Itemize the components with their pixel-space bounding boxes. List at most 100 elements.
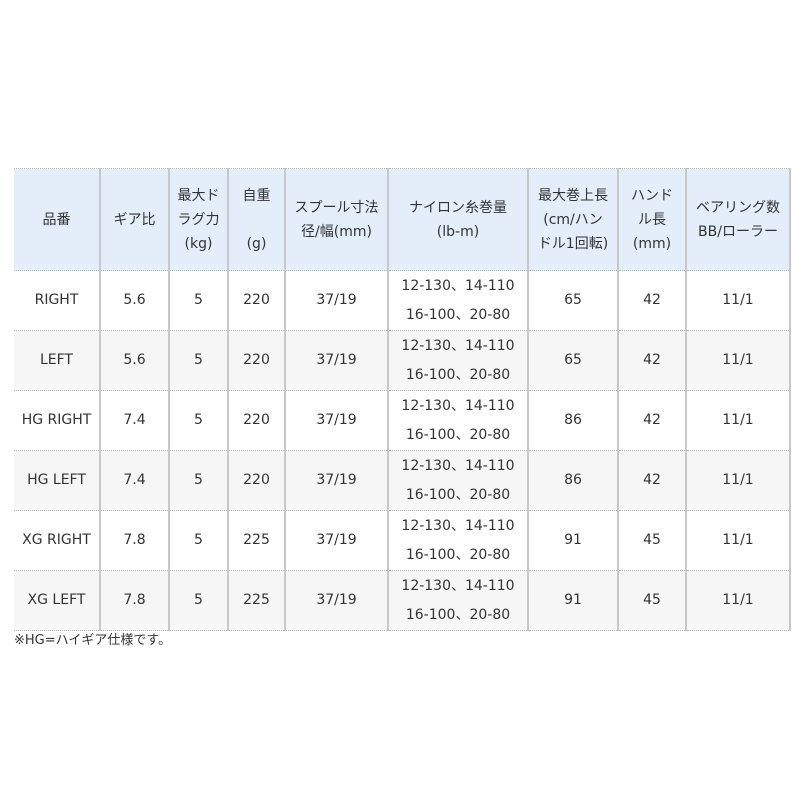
cell-bearing: 11/1 [685,570,791,631]
cell-spool: 37/19 [284,450,388,511]
nylon-line: 12-130、14-110 [401,457,515,474]
cell-bearing: 11/1 [685,450,791,511]
cell-retrieve: 65 [527,330,618,391]
cell-retrieve: 86 [527,390,618,451]
cell-drag: 5 [168,510,228,571]
cell-nylon: 12-130、14-110 16-100、20-80 [387,450,528,511]
cell-spool: 37/19 [284,330,388,391]
header-line: ベアリング数 [696,199,780,216]
nylon-line: 12-130、14-110 [401,397,515,414]
cell-weight: 225 [227,570,285,631]
cell-handle: 45 [617,570,686,631]
header-line [231,208,282,232]
cell-nylon: 12-130、14-110 16-100、20-80 [387,390,528,451]
nylon-line: 12-130、14-110 [401,517,515,534]
nylon-line: 16-100、20-80 [405,486,511,503]
header-line: ギア比 [113,211,156,228]
header-line: 最大ド [177,187,220,204]
header-line: 自重 [242,187,271,204]
cell-retrieve: 91 [527,570,618,631]
cell-drag: 5 [168,390,228,451]
header-line: 品番 [42,211,71,228]
cell-retrieve: 86 [527,450,618,511]
nylon-line: 16-100、20-80 [405,606,511,623]
cell-spool: 37/19 [284,570,388,631]
cell-handle: 42 [617,450,686,511]
header-line: (g) [246,235,267,252]
cell-bearing: 11/1 [685,330,791,391]
cell-retrieve: 65 [527,270,618,331]
cell-spool: 37/19 [284,390,388,451]
cell-gear: 5.6 [99,270,169,331]
table-row: LEFT 5.6 5 220 37/19 12-130、14-110 16-100、20-8… [14,330,791,391]
cell-handle: 42 [617,330,686,391]
cell-model: HG RIGHT [14,390,100,451]
table-row: XG LEFT 7.8 5 225 37/19 12-130、14-110 16-100、2… [14,570,791,631]
cell-gear: 7.8 [99,570,169,631]
footnote: ※HG=ハイギア仕様です。 [14,633,172,648]
table-row: HG LEFT 7.4 5 220 37/19 12-130、14-110 16-100、2… [14,450,791,511]
cell-bearing: 11/1 [685,510,791,571]
table-row: XG RIGHT 7.8 5 225 37/19 12-130、14-110 16-100、… [14,510,791,571]
table-row: HG RIGHT 7.4 5 220 37/19 12-130、14-110 16-100、… [14,390,791,451]
cell-model: LEFT [14,330,100,391]
cell-drag: 5 [168,330,228,391]
nylon-line: 12-130、14-110 [401,277,515,294]
nylon-line: 12-130、14-110 [401,337,515,354]
header-max-retrieve: 最大巻上長 (cm/ハン ドル1回転) [527,168,618,271]
cell-nylon: 12-130、14-110 16-100、20-80 [387,330,528,391]
cell-gear: 7.4 [99,450,169,511]
cell-model: HG LEFT [14,450,100,511]
header-line: 最大巻上長 [538,187,608,204]
nylon-line: 16-100、20-80 [405,306,511,323]
cell-gear: 5.6 [99,330,169,391]
header-row: 品番 ギア比 最大ドラグ力 (kg) 自重 (g) スプール寸法 径/幅(mm) ナイロン糸巻… [14,168,791,271]
cell-model: XG RIGHT [14,510,100,571]
cell-drag: 5 [168,270,228,331]
header-line: ラグ力 [177,211,220,228]
cell-weight: 220 [227,270,285,331]
header-line: (kg) [184,235,213,252]
header-weight: 自重 (g) [227,168,285,271]
table-row: RIGHT 5.6 5 220 37/19 12-130、14-110 16-100、20-… [14,270,791,331]
cell-retrieve: 91 [527,510,618,571]
nylon-line: 16-100、20-80 [405,366,511,383]
header-line: (lb-m) [436,223,480,240]
nylon-line: 16-100、20-80 [405,426,511,443]
nylon-line: 12-130、14-110 [401,577,515,594]
cell-spool: 37/19 [284,270,388,331]
cell-spool: 37/19 [284,510,388,571]
cell-nylon: 12-130、14-110 16-100、20-80 [387,570,528,631]
cell-gear: 7.4 [99,390,169,451]
header-line: 径/幅(mm) [301,223,372,240]
cell-nylon: 12-130、14-110 16-100、20-80 [387,510,528,571]
cell-handle: 42 [617,270,686,331]
cell-gear: 7.8 [99,510,169,571]
cell-drag: 5 [168,570,228,631]
cell-bearing: 11/1 [685,270,791,331]
header-line: (cm/ハン [543,211,603,228]
header-line: ドル1回転) [537,235,609,252]
cell-handle: 45 [617,510,686,571]
nylon-line: 16-100、20-80 [405,546,511,563]
header-line: BB/ローラー [698,223,778,240]
cell-model: RIGHT [14,270,100,331]
header-gear-ratio: ギア比 [99,168,169,271]
spec-table: 品番 ギア比 最大ドラグ力 (kg) 自重 (g) スプール寸法 径/幅(mm) ナイロン糸巻… [14,168,791,631]
cell-weight: 225 [227,510,285,571]
header-bearings: ベアリング数 BB/ローラー [685,168,791,271]
header-line: ナイロン糸巻量 [409,199,507,216]
cell-bearing: 11/1 [685,390,791,451]
header-model: 品番 [14,168,100,271]
cell-drag: 5 [168,450,228,511]
cell-weight: 220 [227,330,285,391]
header-line: ル長 [638,211,666,228]
cell-weight: 220 [227,450,285,511]
header-line: ハンド [631,187,673,204]
header-max-drag: 最大ドラグ力 (kg) [168,168,228,271]
header-nylon-capacity: ナイロン糸巻量 (lb-m) [387,168,528,271]
header-handle-length: ハンド ル長 (mm) [617,168,686,271]
cell-handle: 42 [617,390,686,451]
cell-weight: 220 [227,390,285,451]
header-line: スプール寸法 [294,199,379,216]
